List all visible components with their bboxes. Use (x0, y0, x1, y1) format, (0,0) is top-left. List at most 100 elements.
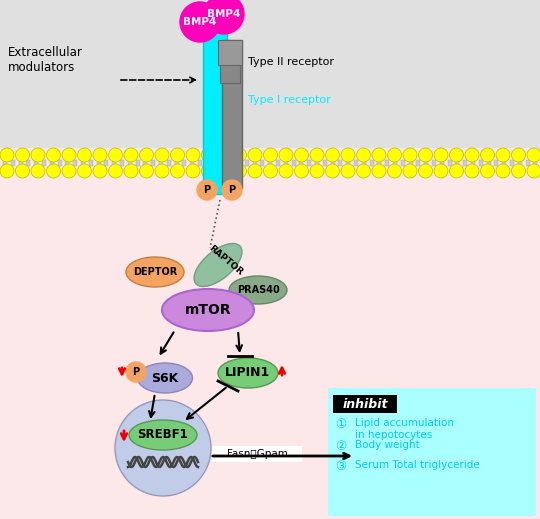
Circle shape (326, 164, 340, 178)
Circle shape (341, 164, 355, 178)
Circle shape (356, 148, 370, 162)
Text: Type II receptor: Type II receptor (248, 57, 334, 67)
Bar (479, 160, 483, 166)
Bar (276, 160, 280, 166)
Bar (253, 160, 256, 166)
Circle shape (78, 148, 91, 162)
Circle shape (16, 148, 30, 162)
Text: LIPIN1: LIPIN1 (225, 366, 271, 379)
Bar (346, 160, 350, 166)
Text: RAPTOR: RAPTOR (207, 243, 245, 277)
Circle shape (496, 148, 510, 162)
Bar (198, 160, 202, 166)
Circle shape (186, 148, 200, 162)
Circle shape (527, 164, 540, 178)
Bar (144, 160, 147, 166)
Circle shape (62, 148, 76, 162)
Bar (440, 160, 444, 166)
Bar (268, 160, 272, 166)
Text: S6K: S6K (151, 372, 179, 385)
Bar (339, 160, 342, 166)
Circle shape (403, 148, 417, 162)
Bar (159, 160, 163, 166)
Bar (206, 160, 210, 166)
Bar (323, 160, 327, 166)
Circle shape (372, 164, 386, 178)
Bar (0, 148, 540, 519)
Bar (221, 160, 225, 166)
Circle shape (46, 164, 60, 178)
Circle shape (449, 148, 463, 162)
Bar (18, 160, 23, 166)
Text: SREBF1: SREBF1 (138, 429, 188, 442)
Ellipse shape (229, 276, 287, 304)
FancyBboxPatch shape (333, 395, 397, 413)
Bar (330, 160, 335, 166)
Circle shape (418, 164, 433, 178)
Circle shape (465, 148, 479, 162)
Bar (120, 160, 124, 166)
Circle shape (279, 164, 293, 178)
Bar (237, 160, 241, 166)
Text: inhibit: inhibit (342, 398, 388, 411)
Bar (534, 160, 537, 166)
Ellipse shape (218, 358, 278, 388)
Circle shape (294, 164, 308, 178)
Bar (174, 160, 179, 166)
Bar (518, 160, 522, 166)
Text: Extracellular
modulators: Extracellular modulators (8, 46, 83, 74)
Bar (3, 160, 7, 166)
Bar (502, 160, 506, 166)
Circle shape (222, 180, 242, 200)
Bar (260, 160, 265, 166)
Text: P: P (228, 185, 235, 195)
Bar (183, 160, 186, 166)
Bar (495, 160, 498, 166)
Circle shape (465, 164, 479, 178)
Circle shape (511, 164, 525, 178)
Circle shape (233, 148, 246, 162)
Text: ①: ① (335, 418, 346, 431)
Text: BMP4: BMP4 (207, 9, 241, 19)
Bar (416, 160, 421, 166)
Circle shape (0, 148, 14, 162)
Bar (377, 160, 381, 166)
Ellipse shape (129, 420, 197, 450)
Bar (203, 22, 227, 194)
Circle shape (93, 164, 107, 178)
Bar (190, 160, 194, 166)
Bar (401, 160, 405, 166)
Text: DEPTOR: DEPTOR (133, 267, 177, 277)
Circle shape (264, 164, 278, 178)
Bar (167, 160, 171, 166)
Circle shape (62, 164, 76, 178)
Circle shape (93, 148, 107, 162)
Bar (424, 160, 428, 166)
Ellipse shape (126, 257, 184, 287)
Circle shape (341, 148, 355, 162)
Circle shape (248, 148, 262, 162)
Circle shape (388, 148, 402, 162)
Circle shape (233, 164, 246, 178)
Bar (11, 160, 15, 166)
Circle shape (31, 164, 45, 178)
Text: Fasn、Gpam: Fasn、Gpam (227, 449, 287, 459)
Circle shape (264, 148, 278, 162)
Circle shape (155, 148, 169, 162)
Bar (58, 160, 62, 166)
Bar (393, 160, 397, 166)
Bar (73, 160, 77, 166)
Circle shape (171, 164, 185, 178)
Circle shape (356, 164, 370, 178)
Bar (354, 160, 358, 166)
Text: PRAS40: PRAS40 (237, 285, 279, 295)
Text: Type I receptor: Type I receptor (248, 95, 330, 105)
Circle shape (16, 164, 30, 178)
Bar (369, 160, 374, 166)
Bar (26, 160, 30, 166)
Bar (136, 160, 140, 166)
Circle shape (434, 164, 448, 178)
Bar (307, 160, 311, 166)
Text: P: P (132, 367, 139, 377)
Text: ③: ③ (335, 460, 346, 473)
